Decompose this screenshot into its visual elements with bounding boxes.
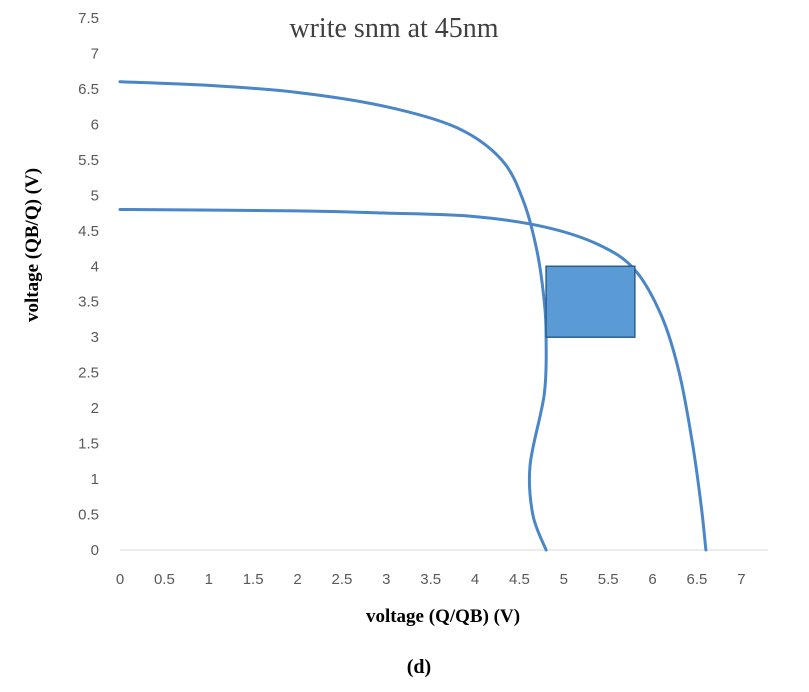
x-tick-label: 0.5 [154, 571, 175, 588]
x-tick-label: 3.5 [420, 571, 441, 588]
y-tick-label: 6 [91, 116, 99, 133]
x-tick-labels: 0 0.5 1 1.5 2 2.5 3 3.5 4 4.5 5 5.5 6 6.5 7 [116, 571, 746, 588]
y-tick-label: 5 [91, 187, 99, 204]
series-line-1 [118, 80, 548, 552]
y-tick-label: 4.5 [78, 223, 99, 240]
y-tick-labels: 0 0.5 1 1.5 2 2.5 3 3.5 4 4.5 5 5.5 6 6.5 7 7.5 [78, 10, 99, 559]
x-tick-label: 4 [471, 571, 479, 588]
figure-caption: (d) [407, 656, 431, 678]
y-tick-label: 0.5 [78, 507, 99, 524]
x-tick-label: 1.5 [243, 571, 264, 588]
x-tick-label: 6 [648, 571, 656, 588]
x-tick-label: 0 [116, 571, 124, 588]
y-axis-label: voltage (QB/Q) (V) [22, 168, 43, 322]
snm-box [545, 265, 636, 338]
y-tick-label: 0 [91, 542, 99, 559]
x-tick-label: 7 [737, 571, 745, 588]
y-tick-label: 2.5 [78, 365, 99, 382]
y-tick-label: 3.5 [78, 294, 99, 311]
y-tick-label: 1.5 [78, 436, 99, 453]
x-tick-label: 5 [560, 571, 568, 588]
y-tick-label: 1 [91, 471, 99, 488]
series-group [118, 80, 708, 552]
y-tick-label: 2 [91, 400, 99, 417]
y-tick-label: 3 [91, 329, 99, 346]
x-tick-label: 4.5 [509, 571, 530, 588]
y-tick-label: 5.5 [78, 152, 99, 169]
x-tick-label: 6.5 [687, 571, 708, 588]
y-tick-label: 6.5 [78, 81, 99, 98]
series-line-2 [118, 208, 708, 552]
x-tick-label: 5.5 [598, 571, 619, 588]
chart-title: write snm at 45nm [289, 13, 498, 44]
x-tick-label: 1 [205, 571, 213, 588]
x-tick-label: 2 [293, 571, 301, 588]
y-tick-label: 7.5 [78, 10, 99, 27]
y-tick-label: 7 [91, 45, 99, 62]
y-tick-label: 4 [91, 258, 99, 275]
x-tick-label: 2.5 [331, 571, 352, 588]
x-tick-label: 3 [382, 571, 390, 588]
x-axis-label: voltage (Q/QB) (V) [366, 606, 520, 627]
